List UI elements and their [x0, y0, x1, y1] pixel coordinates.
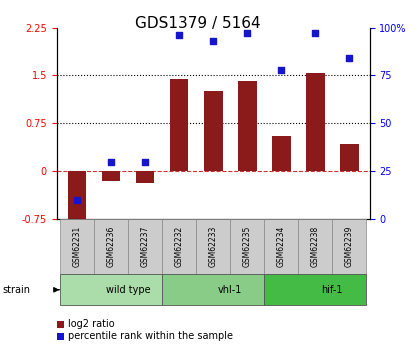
Bar [60, 274, 162, 305]
Point [278, 67, 284, 72]
Point [244, 31, 250, 36]
Text: GDS1379 / 5164: GDS1379 / 5164 [134, 16, 260, 30]
Text: GSM62231: GSM62231 [73, 226, 81, 267]
Bar [272, 136, 291, 171]
Bar [68, 171, 87, 224]
Bar [204, 91, 223, 171]
Bar [340, 145, 359, 171]
Bar [60, 219, 94, 274]
Text: vhl-1: vhl-1 [218, 285, 242, 295]
Text: GSM62235: GSM62235 [243, 226, 252, 267]
Bar [162, 219, 196, 274]
Text: GSM62238: GSM62238 [311, 226, 320, 267]
Point [210, 38, 217, 44]
Bar [102, 171, 121, 181]
Bar [162, 274, 264, 305]
Text: hif-1: hif-1 [321, 285, 343, 295]
Bar [238, 81, 257, 171]
Text: GSM62237: GSM62237 [141, 226, 150, 267]
Bar [264, 274, 366, 305]
Text: GSM62232: GSM62232 [175, 226, 184, 267]
Bar [136, 171, 155, 183]
Point [346, 56, 352, 61]
Point [142, 159, 149, 165]
Bar [230, 219, 264, 274]
Text: percentile rank within the sample: percentile rank within the sample [68, 332, 234, 341]
Point [176, 32, 183, 38]
Bar [196, 219, 230, 274]
Bar [306, 73, 325, 171]
Text: GSM62236: GSM62236 [107, 226, 116, 267]
Text: GSM62239: GSM62239 [345, 226, 354, 267]
Text: GSM62234: GSM62234 [277, 226, 286, 267]
Text: wild type: wild type [106, 285, 150, 295]
Point [74, 197, 81, 203]
Point [312, 31, 318, 36]
Bar [128, 219, 162, 274]
Text: GSM62233: GSM62233 [209, 226, 218, 267]
Bar [332, 219, 366, 274]
Bar [298, 219, 332, 274]
Bar [94, 219, 128, 274]
Text: log2 ratio: log2 ratio [68, 319, 115, 329]
Point [108, 159, 115, 165]
Text: strain: strain [2, 286, 30, 295]
Bar [264, 219, 298, 274]
Bar [170, 79, 189, 171]
